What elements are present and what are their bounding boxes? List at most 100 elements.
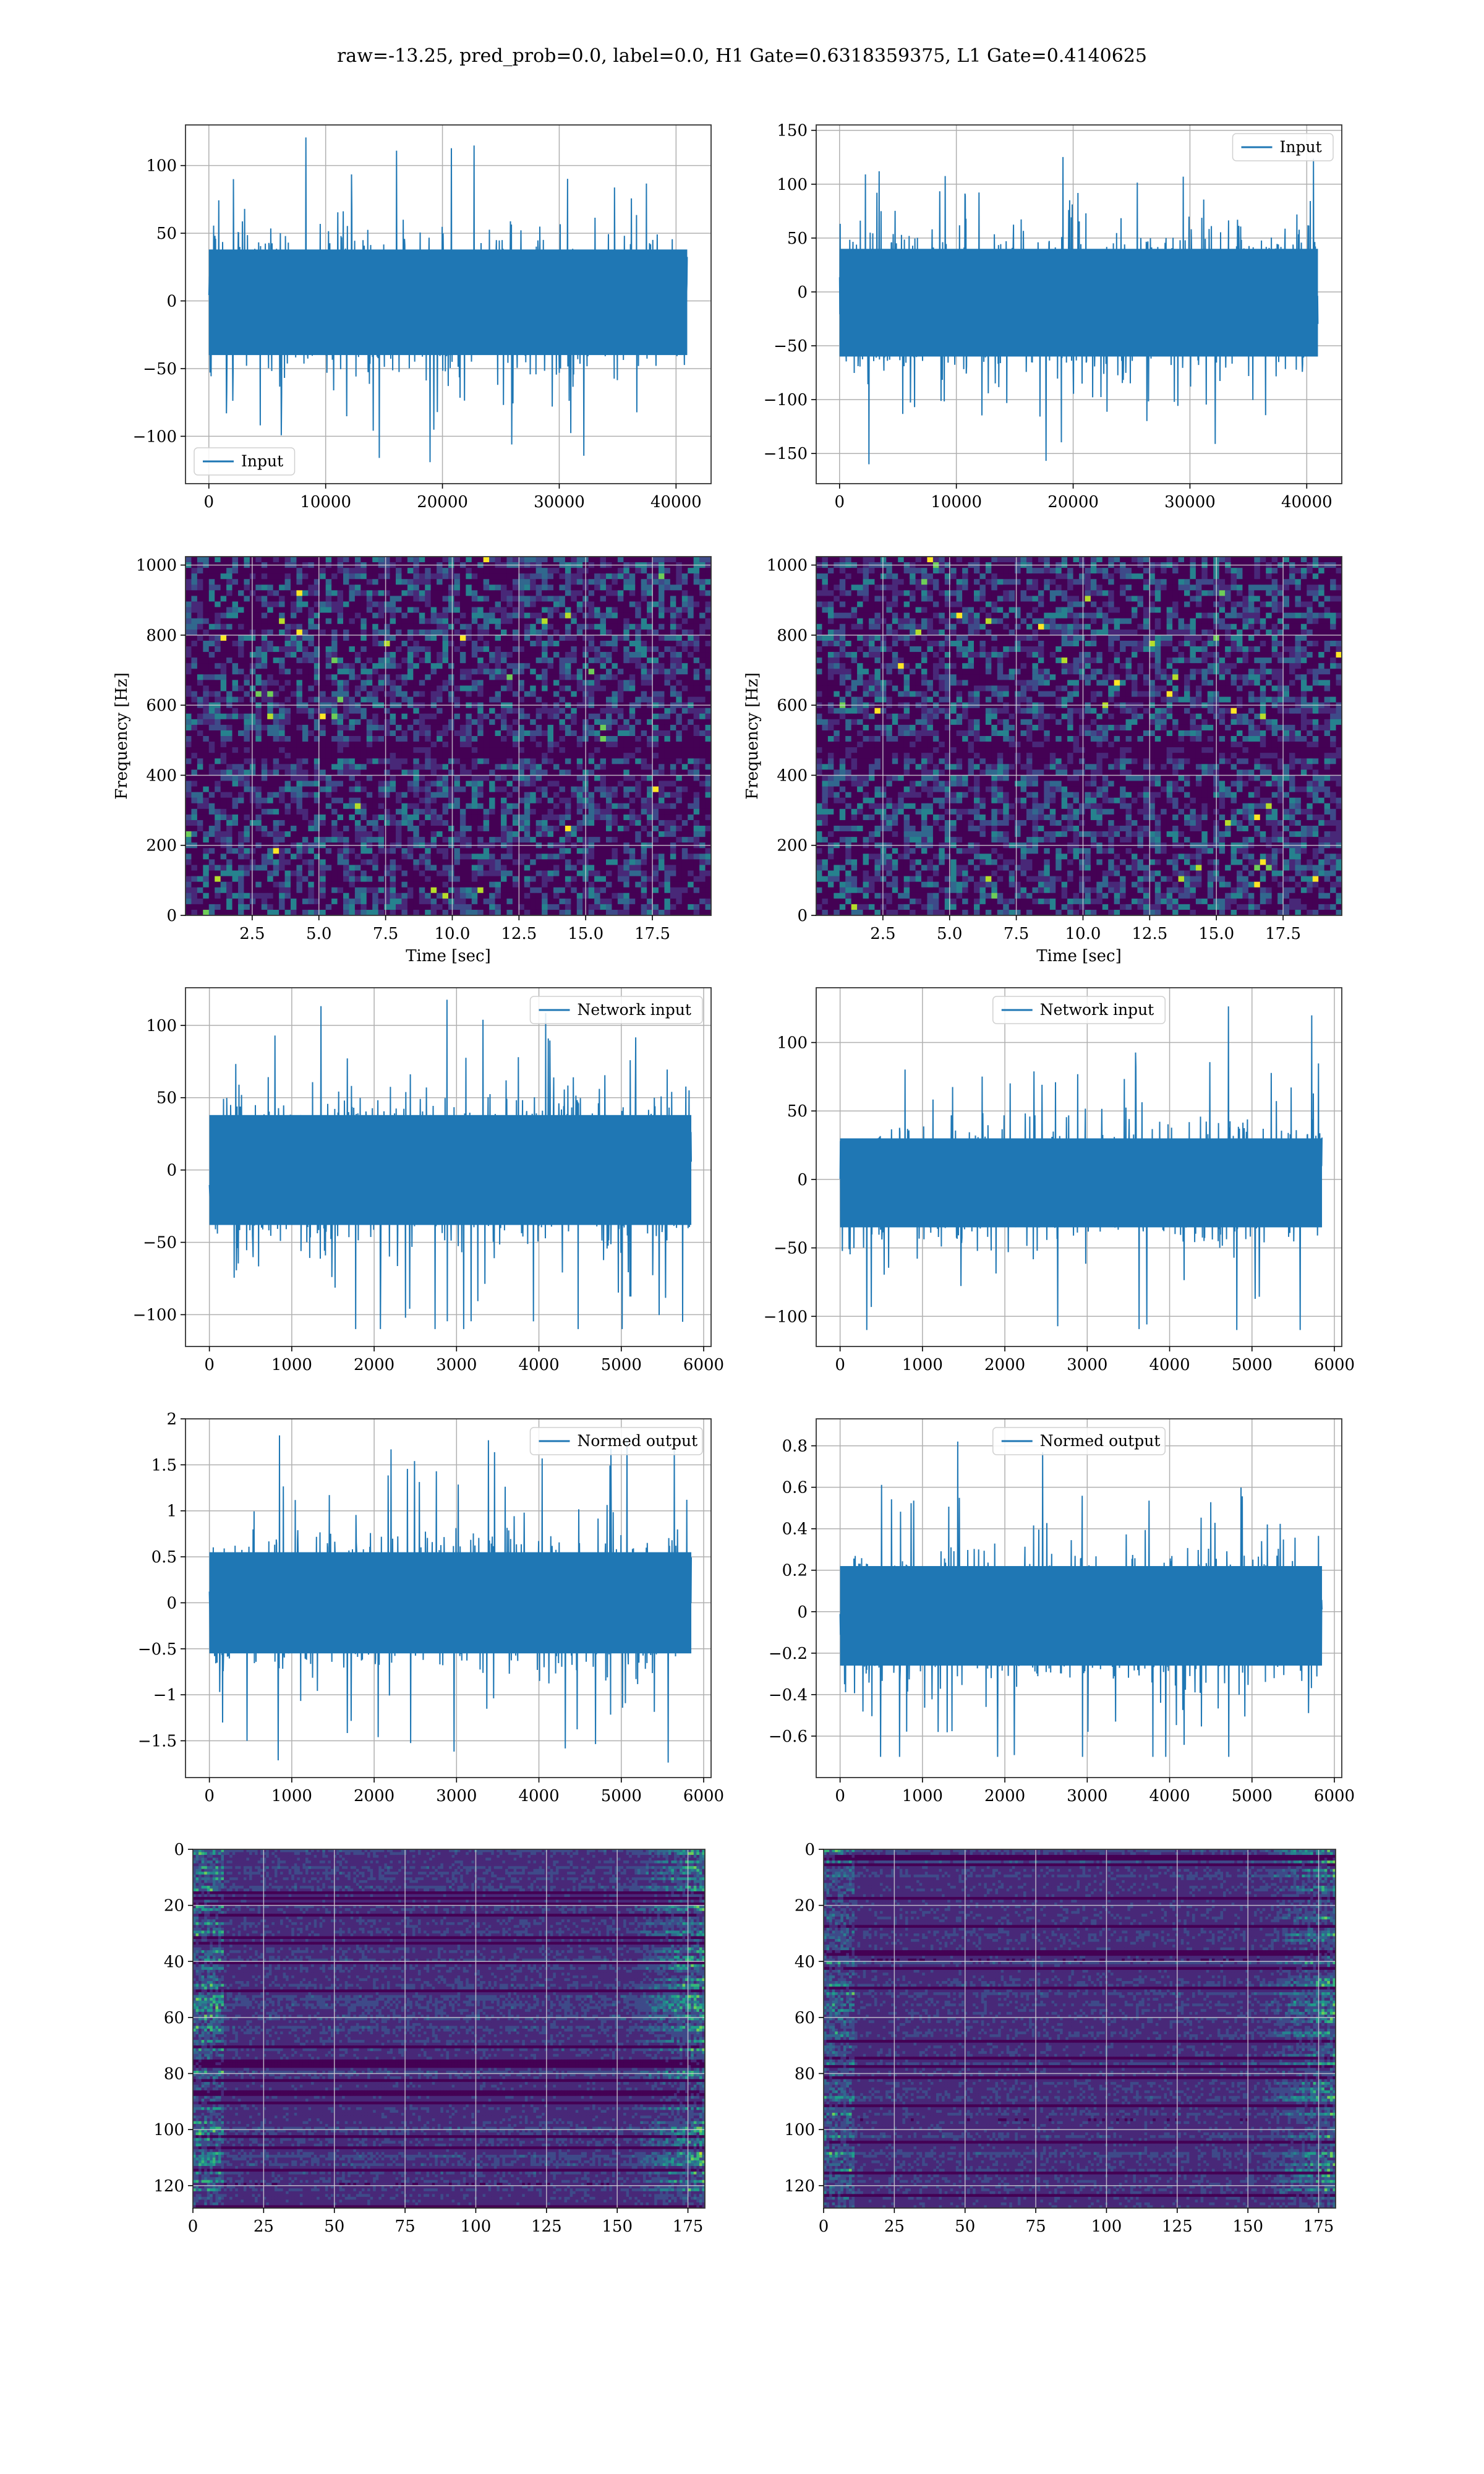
heatmap-cell	[606, 596, 613, 602]
heatmap-cell	[693, 601, 700, 608]
heatmap-cell	[600, 769, 607, 776]
heatmap-cell	[366, 623, 373, 630]
heatmap-cell	[466, 708, 472, 714]
heatmap-cell	[688, 640, 694, 647]
heatmap-cell	[647, 803, 654, 810]
heatmap-cell	[226, 590, 233, 597]
heatmap-cell	[530, 781, 537, 787]
heatmap-cell	[606, 640, 613, 647]
heatmap-cell	[191, 764, 198, 770]
heatmap-cell	[203, 747, 210, 753]
heatmap-cell	[425, 786, 432, 793]
heatmap-cell	[676, 568, 683, 574]
heatmap-cell	[320, 792, 326, 798]
heatmap-cell	[641, 837, 647, 843]
heatmap-cell	[477, 590, 484, 597]
heatmap-cell	[495, 657, 501, 664]
heatmap-cell	[320, 674, 326, 680]
heatmap-cell	[547, 854, 554, 860]
heatmap-cell	[506, 742, 513, 748]
heatmap-cell	[588, 685, 595, 692]
heatmap-cell	[623, 820, 630, 826]
heatmap-cell	[273, 607, 279, 614]
heatmap-cell	[267, 826, 274, 832]
heatmap-cell	[641, 719, 647, 726]
heatmap-cell	[699, 769, 706, 776]
heatmap-cell	[337, 669, 344, 675]
heatmap-cell	[313, 584, 320, 591]
heatmap-cell	[197, 837, 203, 843]
heatmap-cell	[483, 854, 490, 860]
heatmap-cell	[349, 646, 356, 653]
heatmap-cell	[390, 781, 396, 787]
heatmap-cell	[612, 663, 618, 669]
heatmap-cell	[407, 646, 414, 653]
heatmap-cell	[226, 607, 233, 614]
heatmap-cell	[635, 792, 642, 798]
heatmap-cell	[390, 820, 396, 826]
heatmap-cell	[407, 831, 414, 837]
heatmap-cell	[249, 758, 256, 764]
heatmap-cell	[273, 781, 279, 787]
heatmap-cell	[606, 590, 613, 597]
heatmap-cell	[571, 848, 578, 854]
heatmap-cell	[425, 623, 432, 630]
heatmap-cell	[325, 724, 332, 731]
heatmap-cell	[466, 742, 472, 748]
heatmap-cell	[396, 601, 403, 608]
heatmap-cell	[459, 657, 466, 664]
heatmap-cell	[454, 792, 461, 798]
heatmap-cell	[238, 786, 245, 793]
heatmap-cell	[401, 579, 408, 585]
heatmap-cell	[226, 696, 233, 703]
heatmap-cell	[681, 708, 688, 714]
heatmap-cell	[448, 590, 455, 597]
heatmap-cell	[652, 669, 659, 675]
heatmap-cell	[442, 831, 449, 837]
heatmap-cell	[600, 747, 607, 753]
heatmap-cell	[565, 724, 571, 731]
heatmap-cell	[279, 708, 286, 714]
heatmap-cell	[430, 724, 437, 731]
heatmap-cell	[594, 854, 601, 860]
heatmap-cell	[495, 848, 501, 854]
heatmap-cell	[279, 557, 286, 563]
heatmap-cell	[565, 663, 571, 669]
heatmap-cell	[518, 764, 525, 770]
heatmap-cell	[553, 803, 560, 810]
heatmap-cell	[501, 831, 508, 837]
heatmap-cell	[442, 657, 449, 664]
heatmap-cell	[559, 831, 566, 837]
heatmap-cell	[612, 814, 618, 821]
heatmap-cell	[524, 753, 531, 759]
heatmap-cell	[291, 742, 297, 748]
heatmap-cell	[325, 590, 332, 597]
heatmap-cell	[308, 820, 315, 826]
heatmap-cell	[606, 696, 613, 703]
heatmap-cell	[279, 859, 286, 866]
heatmap-cell	[594, 652, 601, 658]
heatmap-cell	[501, 601, 508, 608]
heatmap-cell	[652, 652, 659, 658]
axes-frame	[816, 124, 1342, 484]
heatmap-cell	[524, 680, 531, 687]
heatmap-cell	[571, 629, 578, 636]
heatmap-cell	[343, 635, 350, 641]
heatmap-cell	[471, 696, 478, 703]
heatmap-cell	[390, 680, 396, 687]
heatmap-cell	[506, 792, 513, 798]
heatmap-cell	[553, 719, 560, 726]
heatmap-cell	[448, 814, 455, 821]
heatmap-cell	[384, 775, 391, 782]
heatmap-cell	[612, 764, 618, 770]
heatmap-cell	[249, 601, 256, 608]
heatmap-cell	[186, 573, 192, 580]
heatmap-cell	[407, 696, 414, 703]
heatmap-cell	[284, 640, 291, 647]
heatmap-cell	[384, 719, 391, 726]
heatmap-cell	[320, 708, 326, 714]
heatmap-cell	[354, 579, 361, 585]
heatmap-cell	[676, 669, 683, 675]
heatmap-cell	[676, 596, 683, 602]
heatmap-cell	[291, 674, 297, 680]
